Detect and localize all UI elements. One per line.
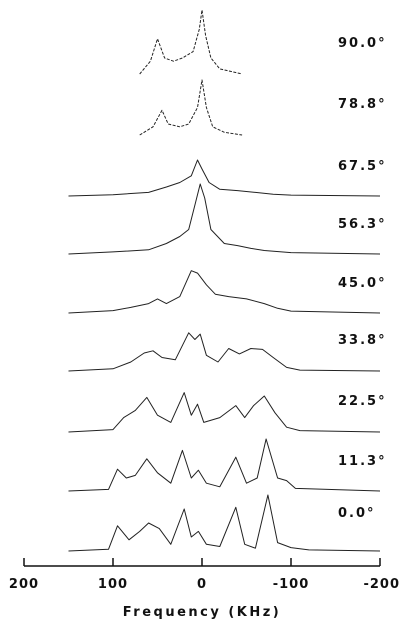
spectra-layer (68, 9, 381, 552)
x-axis: 200 100 0 -100 -200 (9, 558, 400, 592)
angle-label: 90.0° (338, 36, 387, 51)
x-tick-label: 200 (9, 577, 39, 592)
spectrum-trace (139, 9, 243, 75)
spectrum-trace (139, 79, 243, 136)
angle-labels: 0.0° 11.3° 22.5° 33.8° 45.0° 56.3° 67.5° 78.8° 9… (338, 36, 387, 521)
angle-label: 11.3° (338, 454, 387, 469)
spectrum-trace (68, 438, 381, 492)
angle-label: 56.3° (338, 217, 387, 232)
x-tick-label: 0 (197, 577, 207, 592)
spectrum-trace (68, 392, 381, 433)
angle-label: 67.5° (338, 159, 387, 174)
angle-label: 22.5° (338, 394, 387, 409)
x-tick-label: -200 (363, 577, 400, 592)
angle-label: 33.8° (338, 333, 387, 348)
x-tick-label: -100 (273, 577, 310, 592)
spectrum-trace (68, 159, 381, 197)
spectrum-trace (68, 332, 381, 372)
x-tick-label: 100 (98, 577, 128, 592)
angle-label: 45.0° (338, 276, 387, 291)
spectrum-trace (68, 183, 381, 255)
angle-label: 0.0° (338, 506, 376, 521)
spectrum-trace (68, 494, 381, 552)
x-axis-title: Frequency (KHz) (123, 605, 282, 620)
angle-label: 78.8° (338, 97, 387, 112)
spectrum-trace (68, 270, 381, 314)
